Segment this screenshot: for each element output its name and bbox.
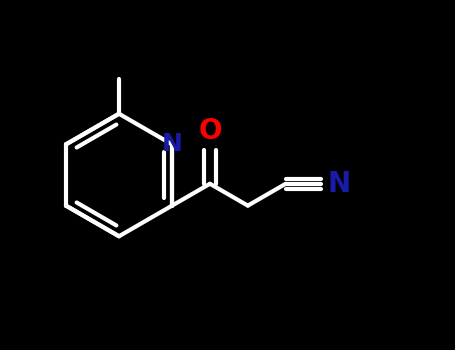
Text: N: N — [327, 170, 350, 198]
Text: O: O — [198, 117, 222, 145]
Text: N: N — [162, 132, 182, 156]
